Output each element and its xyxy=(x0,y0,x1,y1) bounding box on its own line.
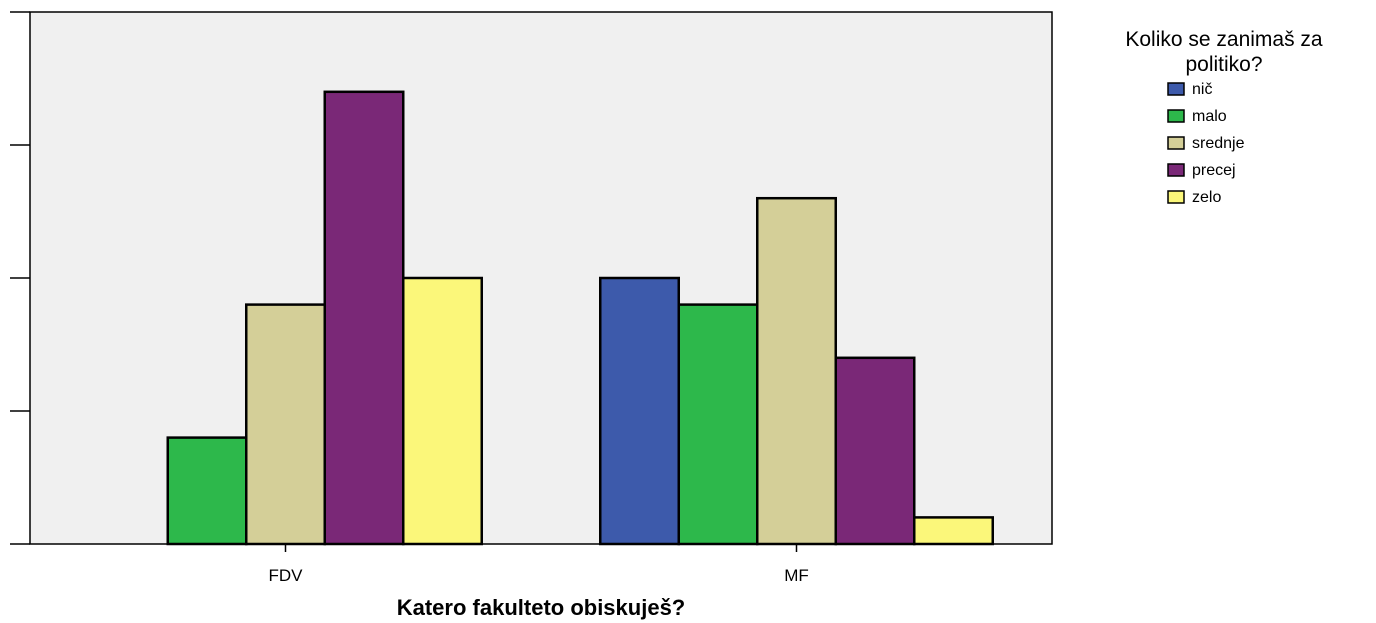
x-axis-title: Katero fakulteto obiskuješ? xyxy=(397,595,686,620)
bar-mf-0 xyxy=(599,276,680,546)
x-axis-ticks: FDV MF xyxy=(269,544,809,585)
legend-swatch-2 xyxy=(1167,136,1185,150)
bar-mf-1 xyxy=(677,303,759,546)
legend-label-0: nič xyxy=(1192,81,1212,98)
bar-mf-4 xyxy=(913,516,994,546)
x-tick-label-0: FDV xyxy=(269,566,304,585)
legend-swatch-3 xyxy=(1167,163,1185,177)
bars xyxy=(166,90,994,546)
legend-title-line-2: politiko? xyxy=(1185,53,1262,76)
legend-label-2: srednje xyxy=(1192,135,1245,152)
legend-label-1: malo xyxy=(1192,108,1227,125)
legend-swatch-1 xyxy=(1167,109,1185,123)
y-axis-ticks xyxy=(10,11,30,545)
legend-label-3: precej xyxy=(1192,162,1236,179)
legend-title-line-1: Koliko se zanimaš za xyxy=(1125,28,1323,51)
legend: Koliko se zanimaš za politiko? nič malo sr… xyxy=(1125,28,1323,206)
legend-swatch-4 xyxy=(1167,190,1185,204)
legend-label-4: zelo xyxy=(1192,189,1221,206)
legend-swatch-0 xyxy=(1167,82,1185,96)
bar-mf-2 xyxy=(756,196,837,546)
legend-items: nič malo srednje precej zelo xyxy=(1167,81,1245,206)
bar-mf-3 xyxy=(834,356,916,546)
bar-fdv-4 xyxy=(402,276,483,546)
bar-fdv-2 xyxy=(245,303,326,546)
bar-fdv-1 xyxy=(166,436,248,546)
bar-fdv-3 xyxy=(323,90,405,546)
x-tick-label-1: MF xyxy=(784,566,809,585)
